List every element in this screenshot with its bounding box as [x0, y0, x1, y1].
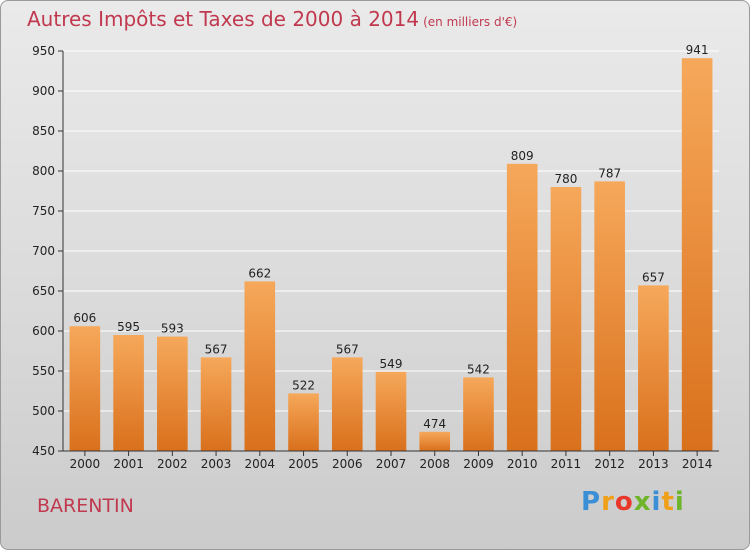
data-label: 606 [73, 311, 96, 325]
y-tick-label: 700 [32, 244, 55, 258]
data-label: 787 [598, 166, 621, 180]
data-label: 522 [292, 378, 315, 392]
bar [419, 431, 451, 451]
data-labels: 606 595 593 567 662 522 567 549 474 542 809 780 787 6… [73, 43, 708, 431]
y-tick-label: 450 [32, 444, 55, 458]
bar [157, 336, 188, 451]
x-tick-label: 2012 [594, 457, 625, 471]
x-tick-label: 2004 [245, 457, 276, 471]
data-label: 662 [248, 266, 271, 280]
x-tick-label: 2006 [332, 457, 363, 471]
bar [69, 326, 101, 451]
x-tick-label: 2014 [682, 457, 713, 471]
y-tick-label: 850 [32, 124, 55, 138]
logo-letter: t [661, 487, 675, 517]
bar [638, 285, 669, 451]
data-label: 567 [205, 342, 228, 356]
logo-letter: i [651, 487, 662, 517]
bar [244, 281, 276, 451]
data-label: 593 [161, 322, 184, 336]
y-axis: 450 500 550 600 650 700 750 800 850 900 950 [32, 44, 64, 458]
x-tick-label: 2002 [157, 457, 188, 471]
x-tick-label: 2007 [376, 457, 407, 471]
data-label: 809 [511, 149, 534, 163]
logo-letter: x [633, 487, 652, 517]
bar [200, 357, 232, 451]
data-label: 542 [467, 362, 490, 376]
x-tick-label: 2000 [70, 457, 101, 471]
x-tick-label: 2008 [419, 457, 450, 471]
y-tick-label: 650 [32, 284, 55, 298]
x-tick-label: 2011 [551, 457, 582, 471]
y-tick-label: 800 [32, 164, 55, 178]
x-tick-label: 2010 [507, 457, 538, 471]
town-name: BARENTIN [37, 495, 134, 517]
x-axis: 2000 2001 2002 2003 2004 2005 2006 2007 2008 2009… [63, 450, 719, 471]
data-label: 657 [642, 270, 665, 284]
logo-letter: i [674, 487, 685, 517]
logo-letter: o [614, 487, 634, 517]
bar [375, 371, 407, 451]
data-label: 567 [336, 342, 359, 356]
x-tick-label: 2013 [638, 457, 669, 471]
bar [594, 181, 625, 451]
data-label: 941 [686, 43, 709, 57]
chart-title: Autres Impôts et Taxes de 2000 à 2014 (en… [27, 7, 517, 31]
x-tick-label: 2001 [113, 457, 144, 471]
y-tick-label: 600 [32, 324, 55, 338]
y-tick-label: 500 [32, 404, 55, 418]
y-tick-label: 900 [32, 84, 55, 98]
x-tick-label: 2009 [463, 457, 494, 471]
bars [69, 58, 713, 452]
y-tick-label: 550 [32, 364, 55, 378]
bar [550, 187, 582, 451]
x-tick-label: 2003 [201, 457, 232, 471]
chart-title-unit: (en milliers d'€) [423, 15, 518, 29]
bar [681, 58, 713, 451]
data-label: 780 [554, 172, 577, 186]
data-label: 474 [423, 417, 446, 431]
x-tick-label: 2005 [288, 457, 319, 471]
bar [506, 163, 538, 452]
logo-letter: P [581, 487, 602, 517]
data-label: 595 [117, 320, 140, 334]
logo-letter: r [601, 487, 615, 517]
bar [331, 357, 363, 451]
bar [463, 377, 494, 451]
chart-title-text: Autres Impôts et Taxes de 2000 à 2014 [27, 7, 420, 31]
y-tick-label: 950 [32, 44, 55, 58]
bar [113, 335, 144, 451]
y-tick-label: 750 [32, 204, 55, 218]
proxiti-logo: Proxiti [581, 487, 685, 517]
bar [288, 393, 319, 451]
data-label: 549 [380, 357, 403, 371]
